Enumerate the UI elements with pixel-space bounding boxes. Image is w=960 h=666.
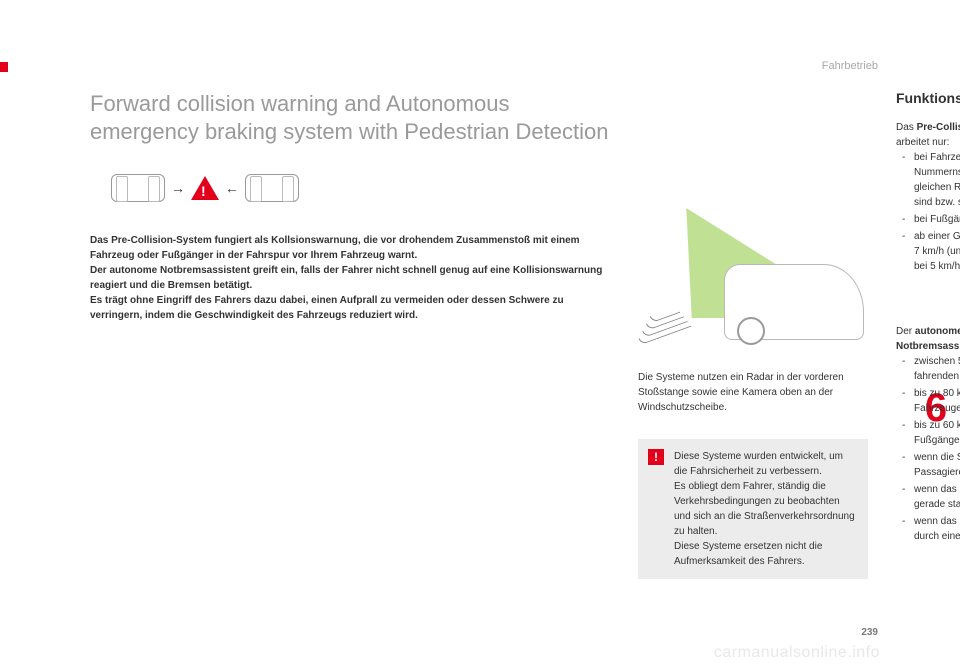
aeb-conditions-list: zwischen 5 und 140 km/h, bei fahrenden F…: [896, 354, 960, 544]
notice-text: Diese Systeme wurden entwickelt, um die …: [674, 449, 858, 569]
section-header: Fahrbetrieb: [822, 60, 878, 72]
list-item: bei Fußgängern,: [896, 212, 960, 227]
vehicle-front-icon: [724, 264, 864, 340]
list-item: wenn die Sicherheitsgurte der Passagiere…: [896, 450, 960, 480]
list-item: ab einer Geschwindigkeit von 7 km/h (und…: [896, 229, 960, 274]
list-item: zwischen 5 und 140 km/h, bei fahrenden F…: [896, 354, 960, 384]
intro-bold: Pre-Collision-Warnsystem: [917, 122, 960, 133]
page-title: Forward collision warning and Autonomous…: [90, 90, 610, 145]
radar-camera-illustration: [638, 208, 868, 358]
arrow-right-icon: →: [171, 181, 185, 195]
column-right: Funktionsbedingungen Das Pre-Collision-W…: [896, 90, 960, 579]
intro-post: arbeitet nur:: [896, 137, 949, 148]
list-item: bis zu 80 km/h, bei stehenden Fahrzeugen…: [896, 386, 960, 416]
radar-waves-icon: [650, 312, 692, 336]
intro2-pre: Der: [896, 326, 915, 337]
aeb-intro: Der autonome Notbremsassistent reagiert …: [896, 324, 960, 354]
list-item: bis zu 60 km/h, im Fall eines Fußgängers…: [896, 418, 960, 448]
collision-warning-illustration: → ! ←: [90, 159, 320, 217]
list-item: wenn das Fahrzeug nicht gerade stark bes…: [896, 482, 960, 512]
radar-scene: [638, 208, 868, 358]
van-rear-icon: [111, 174, 165, 202]
sensor-caption: Die Systeme nutzen ein Radar in der vord…: [638, 370, 868, 415]
title-wrap: Forward collision warning and Autonomous…: [90, 90, 610, 145]
watermark: carmanualsonline.info: [714, 644, 880, 662]
title-spacer: [638, 90, 868, 208]
system-description: Das Pre-Collision-System fungiert als Ko…: [90, 233, 610, 323]
page-number: 239: [861, 627, 878, 638]
safety-notice: ! Diese Systeme wurden entwickelt, um di…: [638, 439, 868, 579]
wheel-icon: [737, 317, 765, 345]
column-middle: Die Systeme nutzen ein Radar in der vord…: [638, 90, 868, 579]
list-item: wenn das Fahrzeug nicht durch eine enge …: [896, 514, 960, 544]
accent-side-bar: [0, 62, 8, 72]
page-content: Forward collision warning and Autonomous…: [90, 90, 880, 579]
notice-exclamation-icon: !: [648, 449, 664, 465]
warning-glyph: !: [201, 183, 206, 199]
precollision-conditions-list: bei Fahrzeugen mit Nummernschild, die in…: [896, 150, 960, 274]
conditions-heading: Funktionsbedingungen: [896, 90, 960, 106]
intro-pre: Das: [896, 122, 917, 133]
column-left: Forward collision warning and Autonomous…: [90, 90, 610, 579]
vehicles-group: → ! ←: [111, 174, 299, 202]
spacer: [896, 276, 960, 324]
arrow-left-icon: ←: [225, 181, 239, 195]
van-front-icon: [245, 174, 299, 202]
precollision-intro: Das Pre-Collision-Warnsystem arbeitet nu…: [896, 120, 960, 150]
warning-triangle-icon: !: [191, 176, 219, 200]
list-item: bei Fahrzeugen mit Nummernschild, die in…: [896, 150, 960, 210]
